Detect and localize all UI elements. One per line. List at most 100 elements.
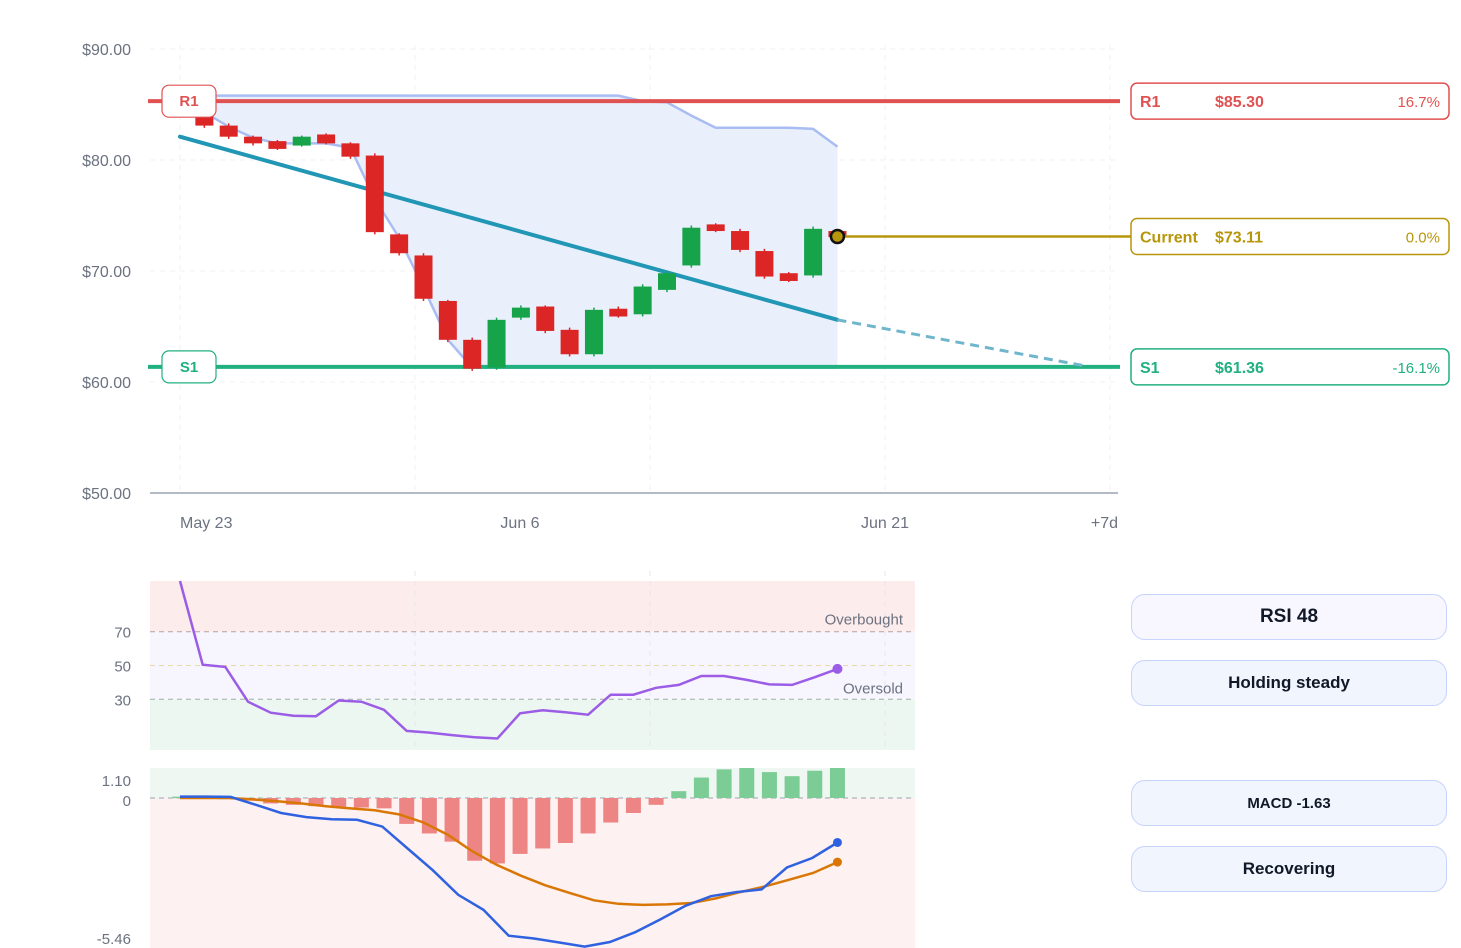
macd-y-tick-label: 0	[123, 793, 131, 810]
macd-status-card: Recovering	[1131, 846, 1447, 892]
level-box-current: Current $73.11 0.0%	[1130, 217, 1450, 256]
level-tag-text: R1	[1140, 94, 1161, 111]
price-x-tick-label: +7d	[1091, 515, 1118, 532]
candle	[755, 251, 774, 277]
trendline-projection	[837, 318, 1089, 368]
candle	[584, 309, 603, 355]
rsi-summary-card: RSI 48	[1131, 594, 1447, 640]
candle	[414, 255, 433, 299]
level-tag-text: S1	[1140, 360, 1160, 377]
macd-histogram-bar	[308, 798, 324, 807]
price-channel-fill	[180, 95, 838, 368]
macd-positive-zone	[150, 768, 915, 798]
candle	[779, 273, 798, 281]
candle	[487, 319, 506, 368]
level-price-text: $85.30	[1215, 94, 1264, 111]
candle	[244, 136, 263, 144]
resistance-tag-left: R1	[161, 84, 217, 118]
macd-histogram-bar	[603, 798, 619, 823]
macd-histogram-bar	[489, 798, 505, 864]
price-x-tick-label: May 23	[180, 515, 233, 532]
macd-summary-title: MACD -1.63	[1247, 794, 1331, 812]
macd-histogram-bar	[784, 776, 800, 798]
candle	[365, 155, 384, 233]
price-y-tick-label: $60.00	[82, 375, 131, 392]
macd-histogram-bar	[399, 798, 415, 824]
candle	[511, 307, 530, 318]
macd-histogram-bar	[512, 798, 528, 854]
rsi-oversold-label: Oversold	[843, 680, 903, 697]
candle	[658, 273, 676, 290]
support-tag-left-text: S1	[180, 359, 198, 376]
candle	[536, 306, 555, 331]
macd-signal-last-point	[832, 857, 842, 867]
candle	[292, 136, 311, 146]
level-price-text: $61.36	[1215, 360, 1264, 377]
level-box-S1: S1 $61.36 -16.1%	[1130, 348, 1450, 386]
macd-histogram-bar	[331, 798, 347, 807]
rsi-y-tick-label: 70	[114, 625, 131, 642]
price-channel-upper-line	[180, 94, 839, 148]
level-pct-text: 0.0%	[1406, 229, 1440, 246]
macd-summary-card: MACD -1.63	[1131, 780, 1447, 826]
level-price-text: $73.11	[1215, 229, 1263, 246]
candle	[682, 227, 701, 266]
macd-histogram-bar	[353, 798, 369, 808]
candle	[438, 300, 457, 340]
level-box-border	[1130, 82, 1450, 120]
rsi-y-tick-label: 50	[114, 659, 131, 676]
macd-histogram-bar	[739, 768, 755, 798]
rsi-last-point	[832, 663, 843, 674]
rsi-overbought-zone	[150, 581, 915, 632]
level-tag-text: Current	[1140, 229, 1198, 246]
rsi-status-card: Holding steady	[1131, 660, 1447, 706]
candle	[219, 125, 238, 137]
support-tag-left: S1	[161, 350, 217, 384]
macd-histogram-bar	[693, 777, 709, 798]
macd-histogram-bar	[807, 770, 823, 798]
macd-status-text: Recovering	[1242, 859, 1336, 878]
price-y-tick-label: $70.00	[82, 264, 131, 281]
price-y-tick-label: $90.00	[82, 42, 131, 59]
candle	[390, 234, 409, 254]
price-x-tick-label: Jun 21	[861, 515, 909, 532]
macd-histogram-bar	[467, 798, 483, 861]
level-pct-text: 16.7%	[1397, 94, 1440, 111]
level-pct-text: -16.1%	[1392, 360, 1440, 377]
rsi-y-tick-label: 30	[114, 692, 131, 709]
macd-histogram-bar	[648, 798, 664, 805]
trendline	[178, 134, 840, 322]
macd-histogram-bar	[671, 791, 687, 798]
candle	[341, 143, 360, 157]
macd-histogram-bar	[285, 798, 301, 805]
candle	[560, 329, 579, 355]
macd-histogram-bar	[716, 769, 732, 798]
candle	[268, 141, 287, 149]
macd-y-tick-label: -5.46	[97, 931, 131, 948]
macd-line	[180, 795, 839, 948]
candle	[804, 228, 823, 276]
macd-histogram-bar	[580, 798, 596, 834]
macd-histogram-bar	[535, 798, 551, 849]
resistance-tag-left-box	[161, 84, 217, 118]
candle	[609, 308, 628, 317]
macd-signal-line	[180, 796, 839, 907]
macd-histogram-bar	[557, 798, 573, 843]
macd-y-tick-label: 1.10	[102, 773, 131, 790]
macd-histogram-bar	[625, 798, 641, 813]
macd-histogram-bar	[829, 768, 845, 798]
candle	[731, 231, 750, 250]
rsi-line	[178, 580, 838, 740]
rsi-overbought-label: Overbought	[825, 612, 904, 629]
rsi-status-text: Holding steady	[1228, 673, 1350, 692]
rsi-oversold-zone	[150, 699, 915, 750]
candle	[633, 286, 652, 315]
price-y-tick-label: $80.00	[82, 153, 131, 170]
level-box-border	[1130, 217, 1450, 256]
macd-histogram-bar	[376, 798, 392, 809]
macd-histogram-bar	[444, 798, 460, 842]
candle	[706, 224, 725, 232]
rsi-summary-title: RSI 48	[1259, 606, 1319, 627]
price-x-tick-label: Jun 6	[500, 515, 539, 532]
